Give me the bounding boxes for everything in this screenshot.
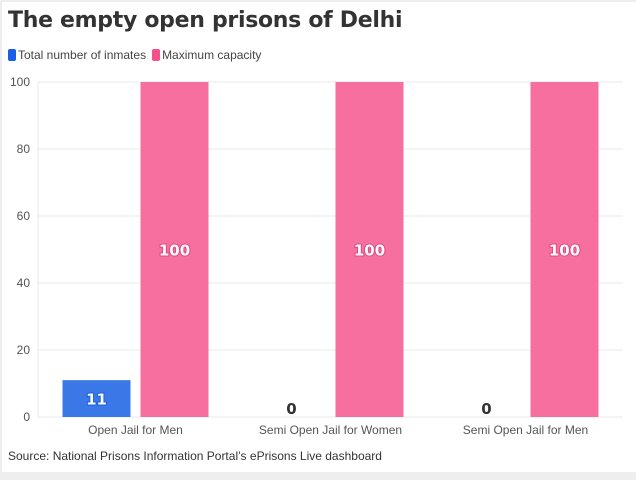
chart-title: The empty open prisons of Delhi [8,8,403,33]
y-tick-label: 0 [23,410,30,424]
legend-swatch [152,49,161,61]
y-tick-label: 100 [10,75,30,89]
x-tick-label: Semi Open Jail for Women [259,423,402,437]
data-label: 0 [481,400,491,418]
source-note: Source: National Prisons Information Por… [8,449,382,463]
bar-capacity [140,82,209,417]
legend-label: Maximum capacity [162,48,262,62]
bar-capacity [335,82,404,417]
y-tick-label: 40 [17,276,31,290]
y-tick-label: 60 [17,209,31,223]
data-label: 100 [549,242,580,260]
x-tick-label: Semi Open Jail for Men [463,423,588,437]
legend: Total number of inmates Maximum capacity [8,48,261,62]
y-tick-label: 20 [17,343,31,357]
x-tick-label: Open Jail for Men [88,423,183,437]
data-label: 11 [86,391,107,409]
y-tick-label: 80 [17,142,31,156]
legend-item-inmates[interactable]: Total number of inmates [8,48,146,62]
bar-capacity [530,82,599,417]
data-label: 0 [286,400,296,418]
legend-item-capacity[interactable]: Maximum capacity [152,48,261,62]
bar-inmates [62,380,131,417]
legend-label: Total number of inmates [18,48,147,62]
data-label: 100 [159,242,190,260]
legend-swatch [8,49,16,61]
data-label: 100 [354,242,385,260]
